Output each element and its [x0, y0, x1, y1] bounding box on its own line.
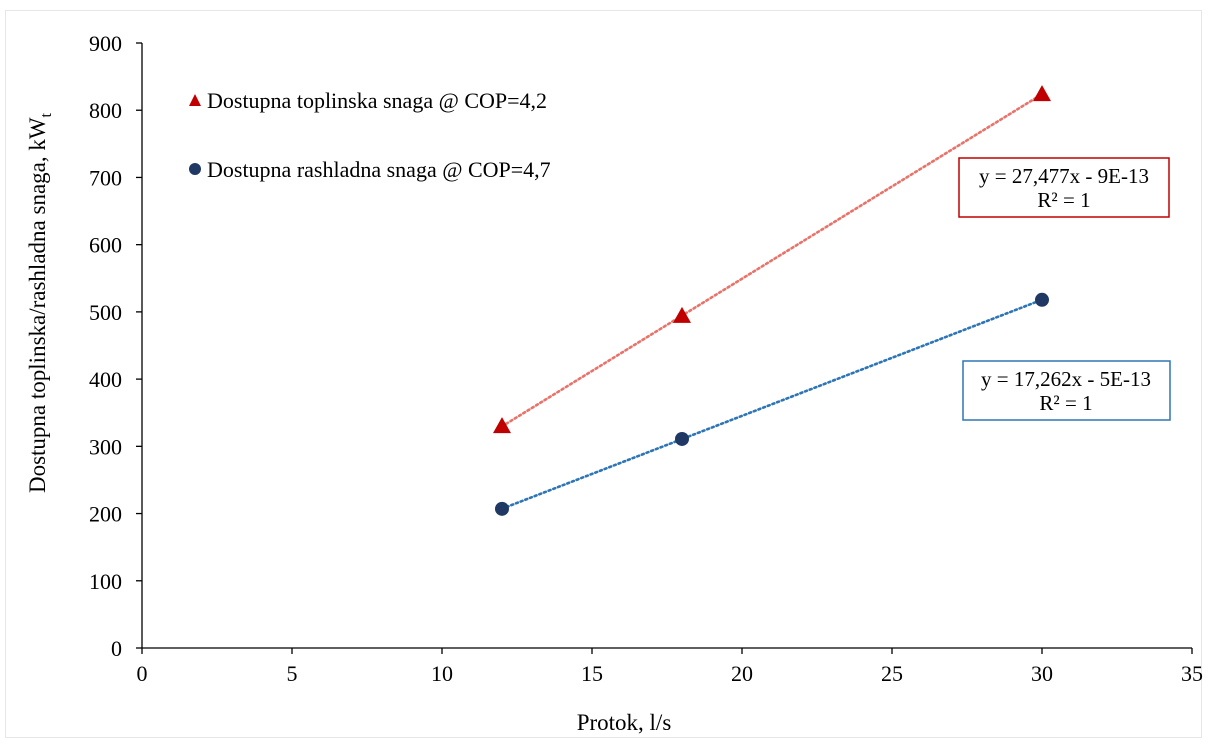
y-tick-label: 500 [89, 300, 122, 325]
data-points [493, 85, 1051, 516]
trendline-heating [500, 92, 1044, 428]
x-tick-label: 25 [881, 661, 903, 686]
heating-data-point [1033, 85, 1051, 102]
x-axis-title: Protok, l/s [577, 710, 672, 735]
axes: 0 5 10 15 20 25 30 35 0 100 200 300 400 500 600 700 800 9… [89, 31, 1203, 686]
y-axis-title-subscript: t [38, 112, 55, 117]
x-tick-label: 35 [1181, 661, 1203, 686]
y-tick-label: 300 [89, 434, 122, 459]
legend-circle-marker [189, 163, 201, 175]
equation-box-heating: y = 27,477x - 9E-13 R² = 1 [958, 157, 1170, 218]
x-tick-label: 30 [1031, 661, 1053, 686]
legend-item-heating: Dostupna toplinska snaga @ COP=4,2 [189, 88, 547, 113]
y-tick-label: 900 [89, 31, 122, 56]
y-tick-label: 800 [89, 98, 122, 123]
equation-box-cooling-frame [962, 360, 1171, 421]
x-tick-label: 0 [137, 661, 148, 686]
y-axis-title-main: Dostupna toplinska/rashladna snaga, kW [25, 117, 50, 493]
legend-item-cooling: Dostupna rashladna snaga @ COP=4,7 [189, 157, 551, 182]
y-tick-label: 100 [89, 569, 122, 594]
legend-triangle-marker [189, 94, 201, 106]
y-tick-label: 700 [89, 165, 122, 190]
equation-heating: y = 27,477x - 9E-13 [979, 164, 1149, 188]
y-tick-label: 600 [89, 233, 122, 258]
x-tick-label: 5 [287, 661, 298, 686]
x-tick-label: 15 [581, 661, 603, 686]
legend-label-heating: Dostupna toplinska snaga @ COP=4,2 [207, 88, 547, 113]
trendlines [500, 92, 1044, 511]
legend: Dostupna toplinska snaga @ COP=4,2 Dostu… [189, 88, 551, 182]
r-squared-heating: R² = 1 [1037, 188, 1090, 212]
y-tick-label: 400 [89, 367, 122, 392]
cooling-data-point [495, 501, 509, 516]
equation-box-heating-frame [958, 157, 1170, 218]
equation-box-cooling: y = 17,262x - 5E-13 R² = 1 [962, 360, 1171, 421]
equation-cooling: y = 17,262x - 5E-13 [981, 367, 1151, 391]
cooling-data-point [675, 431, 689, 446]
heating-data-point [493, 417, 511, 434]
y-axis-title: Dostupna toplinska/rashladna snaga, kWt [25, 112, 55, 493]
heating-data-point [673, 306, 691, 323]
cooling-data-point [1035, 292, 1049, 307]
legend-label-cooling: Dostupna rashladna snaga @ COP=4,7 [207, 157, 551, 182]
trendline-cooling [500, 298, 1044, 511]
y-tick-label: 200 [89, 502, 122, 527]
x-tick-label: 20 [731, 661, 753, 686]
y-tick-label: 0 [111, 636, 122, 661]
r-squared-cooling: R² = 1 [1039, 391, 1092, 415]
x-tick-label: 10 [431, 661, 453, 686]
